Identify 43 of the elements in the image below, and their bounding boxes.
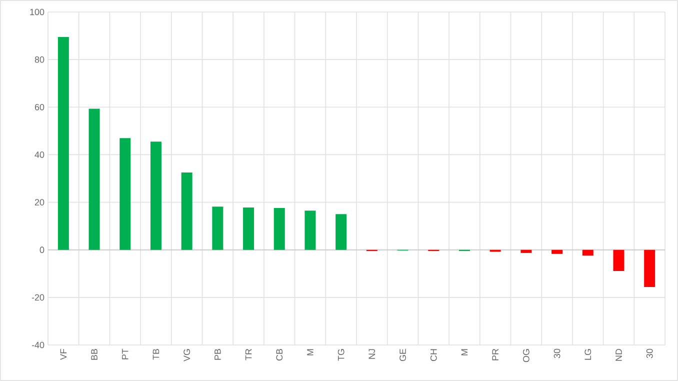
x-tick-label: VG <box>184 349 190 362</box>
x-tick-label: BB <box>91 348 98 360</box>
bar <box>336 214 347 250</box>
x-tick-label: TR <box>245 348 252 360</box>
y-tick-label: 40 <box>34 152 44 158</box>
y-tick-label: -40 <box>32 342 44 348</box>
x-tick-label: PT <box>122 348 128 360</box>
bar <box>58 36 69 250</box>
bar <box>181 172 192 250</box>
bar <box>520 250 532 253</box>
x-tick-label: NJ <box>368 349 376 359</box>
bar <box>150 142 162 250</box>
bar <box>552 250 563 254</box>
x-tick-label: OG <box>523 349 530 362</box>
x-tick-label: TB <box>152 348 160 360</box>
bar <box>243 208 254 250</box>
bar <box>304 210 316 250</box>
x-tick-label: ND <box>616 348 622 361</box>
x-tick-label: CH <box>430 349 437 362</box>
y-tick-label: 100 <box>30 8 44 16</box>
x-tick-label: GE <box>400 348 406 362</box>
bar <box>644 250 656 287</box>
y-tick-label: 60 <box>34 104 44 110</box>
y-tick-label: -20 <box>32 294 44 301</box>
bar <box>582 250 594 256</box>
x-tick-label: CB <box>276 348 283 361</box>
x-tick-label: TG <box>338 349 344 361</box>
y-tick-label: 20 <box>34 199 44 206</box>
y-tick-label: 0 <box>40 246 44 254</box>
bar <box>613 250 624 272</box>
x-tick-label: VF <box>60 348 67 360</box>
x-tick-label: LG <box>584 349 592 360</box>
bar <box>88 108 100 250</box>
bar <box>212 206 224 250</box>
bar <box>120 138 131 250</box>
bar <box>274 208 285 250</box>
x-tick-label: 30 <box>646 348 653 358</box>
y-tick-label: 80 <box>34 56 44 63</box>
x-tick-label: M <box>307 349 314 356</box>
x-tick-label: M <box>461 349 468 356</box>
x-tick-label: PB <box>214 348 221 360</box>
x-tick-label: 30 <box>554 348 560 358</box>
x-tick-label: PR <box>492 348 498 360</box>
